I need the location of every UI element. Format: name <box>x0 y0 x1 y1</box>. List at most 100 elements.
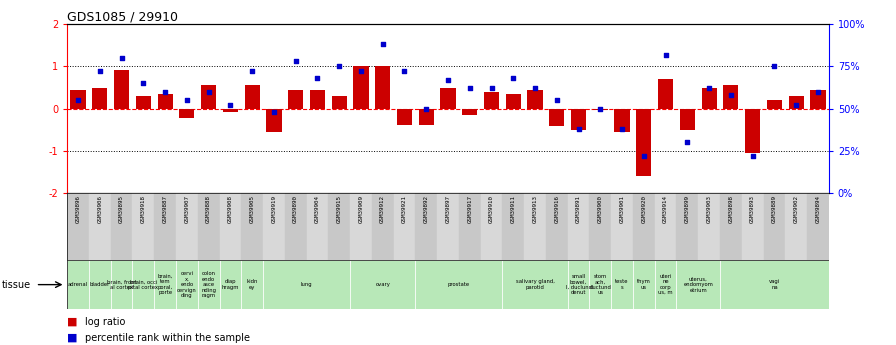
Bar <box>785 193 807 260</box>
Bar <box>133 260 154 309</box>
Bar <box>158 94 173 109</box>
Point <box>724 92 738 98</box>
Text: GSM39897: GSM39897 <box>445 195 451 223</box>
Text: GSM39894: GSM39894 <box>815 195 821 223</box>
Point <box>462 86 477 91</box>
Text: GSM39909: GSM39909 <box>358 195 364 223</box>
Text: GSM39908: GSM39908 <box>228 195 233 223</box>
Bar <box>633 260 655 309</box>
Bar <box>723 86 738 109</box>
Bar <box>462 109 478 115</box>
Point <box>71 97 85 103</box>
Bar <box>289 90 303 109</box>
Point <box>615 126 629 132</box>
Point <box>267 109 281 115</box>
Text: GSM39901: GSM39901 <box>619 195 625 223</box>
Text: GSM39899: GSM39899 <box>685 195 690 223</box>
Bar <box>350 260 416 309</box>
Text: bladder: bladder <box>90 282 110 287</box>
Bar <box>416 260 503 309</box>
Bar <box>568 260 590 309</box>
Bar <box>636 109 651 176</box>
Text: cervi
x,
endo
cervign
ding: cervi x, endo cervign ding <box>177 271 197 298</box>
Text: GSM39904: GSM39904 <box>314 195 320 223</box>
Text: brain, occi
pital cortex: brain, occi pital cortex <box>128 279 159 290</box>
Bar <box>154 260 176 309</box>
Bar <box>223 109 238 112</box>
Bar <box>67 193 89 260</box>
Text: GSM39912: GSM39912 <box>380 195 385 223</box>
Point <box>659 52 673 57</box>
Text: tissue: tissue <box>2 280 31 289</box>
Text: colon
endo
asce
nding
ragm: colon endo asce nding ragm <box>201 271 216 298</box>
Bar <box>590 260 611 309</box>
Bar <box>111 193 133 260</box>
Point <box>202 89 216 95</box>
Bar <box>111 260 133 309</box>
Text: GSM39891: GSM39891 <box>576 195 582 223</box>
Bar <box>136 96 151 109</box>
Bar <box>263 260 350 309</box>
Bar <box>89 193 111 260</box>
Text: log ratio: log ratio <box>85 317 125 326</box>
Bar <box>241 260 263 309</box>
Bar <box>393 193 416 260</box>
Text: GSM39914: GSM39914 <box>663 195 668 223</box>
Bar <box>332 96 347 109</box>
Text: GSM39916: GSM39916 <box>555 195 559 223</box>
Bar <box>633 193 655 260</box>
Bar <box>655 260 676 309</box>
Text: GSM39902: GSM39902 <box>794 195 798 223</box>
Point <box>289 59 303 64</box>
Point <box>136 80 151 86</box>
Point <box>745 153 760 159</box>
Text: adrenal: adrenal <box>68 282 88 287</box>
Bar <box>241 193 263 260</box>
Bar <box>503 260 568 309</box>
Point <box>375 42 390 47</box>
Bar <box>745 109 760 153</box>
Text: brain,
tem
poral,
porte: brain, tem poral, porte <box>158 274 173 295</box>
Bar <box>198 193 220 260</box>
Text: stom
ach,
ductund
us: stom ach, ductund us <box>590 274 611 295</box>
Bar <box>437 193 459 260</box>
Bar <box>767 100 782 109</box>
Bar <box>179 109 194 118</box>
Bar <box>176 260 198 309</box>
Text: GDS1085 / 29910: GDS1085 / 29910 <box>67 10 178 23</box>
Bar <box>350 193 372 260</box>
Point <box>441 77 455 83</box>
Text: brain, front
al cortex: brain, front al cortex <box>107 279 136 290</box>
Point <box>593 106 607 111</box>
Text: percentile rank within the sample: percentile rank within the sample <box>85 333 250 343</box>
Point <box>549 97 564 103</box>
Text: vagi
na: vagi na <box>769 279 780 290</box>
Bar <box>720 193 742 260</box>
Text: GSM39915: GSM39915 <box>337 195 341 223</box>
Text: GSM39887: GSM39887 <box>162 195 168 223</box>
Text: GSM39889: GSM39889 <box>771 195 777 223</box>
Text: teste
s: teste s <box>616 279 629 290</box>
Point <box>811 89 825 95</box>
Bar <box>807 193 829 260</box>
Point <box>680 140 694 145</box>
Point <box>310 76 324 81</box>
Bar <box>266 109 281 132</box>
Bar <box>720 260 829 309</box>
Point <box>332 63 347 69</box>
Text: GSM39903: GSM39903 <box>707 195 711 223</box>
Point <box>528 86 542 91</box>
Text: thym
us: thym us <box>637 279 650 290</box>
Bar <box>503 193 524 260</box>
Point <box>158 89 172 95</box>
Text: GSM39898: GSM39898 <box>728 195 734 223</box>
Text: salivary gland,
parotid: salivary gland, parotid <box>515 279 555 290</box>
Point <box>485 86 499 91</box>
Point <box>354 69 368 74</box>
Point <box>92 69 107 74</box>
Bar <box>154 193 176 260</box>
Text: lung: lung <box>301 282 313 287</box>
Point <box>115 55 129 61</box>
Bar <box>480 193 503 260</box>
Bar <box>418 109 434 125</box>
